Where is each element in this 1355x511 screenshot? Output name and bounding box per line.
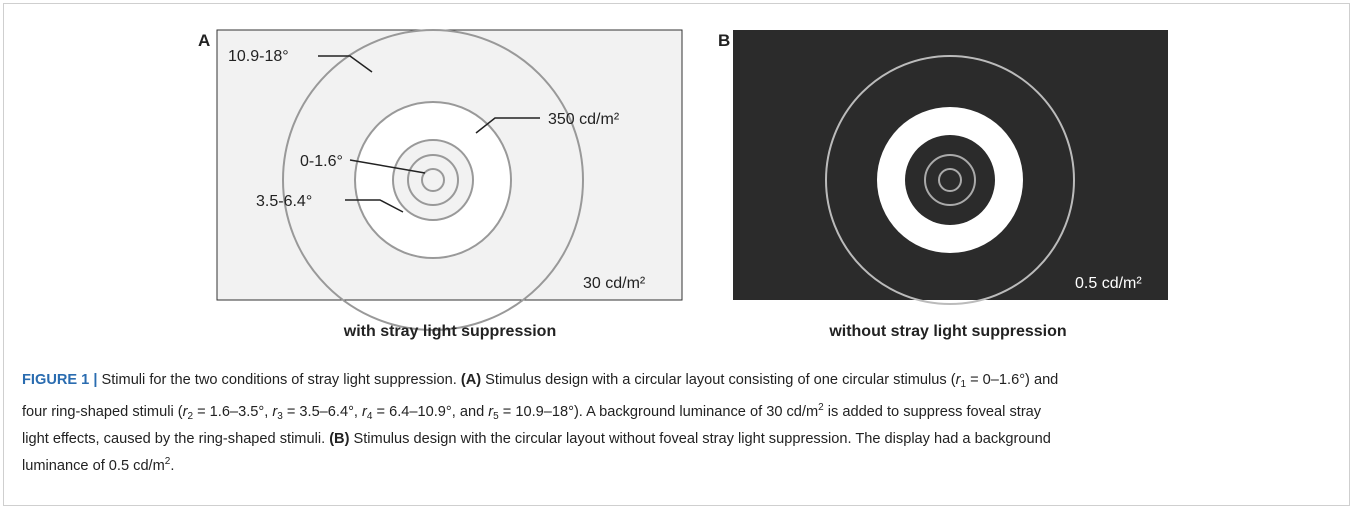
caption-text: luminance of 0.5 cd/m — [22, 457, 165, 474]
ring — [825, 55, 1075, 305]
caption-text: = 3.5–6.4°, — [282, 403, 363, 420]
caption-text: = 1.6–3.5°, — [193, 403, 273, 420]
panel-caption: with stray light suppression — [343, 323, 556, 340]
caption-text: 2 — [818, 401, 824, 413]
caption-text: r — [488, 403, 494, 420]
caption-text: Stimuli for the two conditions of stray … — [97, 372, 461, 388]
figure: A 10.9-18° 350 cd/m² 0-1.6° 3.5-6.4° 30 … — [198, 29, 1168, 340]
leader-line — [318, 55, 373, 73]
ring — [392, 139, 474, 221]
panel-letter: A — [198, 31, 210, 50]
caption-line: four ring-shaped stimuli (r2 = 1.6–3.5°,… — [22, 397, 1342, 429]
figure-number: FIGURE 1 | — [22, 372, 98, 388]
ring — [924, 154, 976, 206]
luminance-label: 0.5 cd/m² — [1075, 275, 1142, 292]
ring-label: 0-1.6° — [300, 153, 343, 170]
ring — [407, 154, 459, 206]
caption-line: light effects, caused by the ring-shaped… — [22, 428, 1342, 451]
caption-text: 4 — [366, 410, 373, 422]
caption-text: Stimulus design with the circular layout… — [349, 431, 1051, 447]
figure-caption: FIGURE 1 | Stimuli for the two condition… — [22, 369, 1342, 477]
ring — [421, 168, 445, 192]
caption-line: FIGURE 1 | Stimuli for the two condition… — [22, 369, 1342, 397]
ring-label: 3.5-6.4° — [256, 193, 312, 210]
caption-text: r — [362, 403, 367, 420]
caption-text: light effects, caused by the ring-shaped… — [22, 431, 330, 447]
panel-letter: B — [718, 31, 730, 50]
caption-text: 2 — [164, 455, 171, 467]
luminance-label: 350 cd/m² — [548, 111, 620, 128]
caption-text: . — [170, 457, 175, 474]
ring — [938, 168, 962, 192]
ring — [905, 135, 995, 225]
leader-line — [475, 117, 540, 134]
caption-text: = 10.9–18°). A background luminance of 3… — [498, 403, 819, 420]
ring — [282, 29, 584, 331]
caption-text: r — [182, 403, 188, 420]
caption-text: = 6.4–10.9°, and — [372, 403, 489, 420]
luminance-label: 30 cd/m² — [583, 275, 646, 292]
figure-frame — [3, 3, 1350, 506]
leader-line — [345, 199, 404, 213]
caption-text: Stimulus design with a circular layout c… — [481, 372, 956, 388]
caption-text: 1 — [960, 379, 967, 390]
caption-text: r — [272, 403, 278, 420]
caption-text: 2 — [187, 410, 194, 422]
panel-caption: without stray light suppression — [828, 323, 1066, 340]
caption-text: (A) — [460, 372, 482, 388]
caption-text: = 0–1.6°) and — [966, 372, 1059, 388]
caption-line: luminance of 0.5 cd/m2. — [22, 451, 1342, 478]
leader-line — [349, 159, 426, 174]
panel-b: B 0.5 cd/m² without stray light suppress… — [718, 30, 1168, 340]
caption-text: 5 — [493, 410, 499, 422]
caption-text: 3 — [277, 410, 283, 422]
caption-text: is added to suppress foveal stray — [823, 403, 1042, 420]
caption-text: r — [955, 372, 961, 388]
caption-text: (B) — [329, 431, 350, 447]
panel-a: A 10.9-18° 350 cd/m² 0-1.6° 3.5-6.4° 30 … — [198, 29, 683, 340]
caption-text: four ring-shaped stimuli ( — [22, 403, 183, 420]
ring-label: 10.9-18° — [228, 48, 289, 65]
